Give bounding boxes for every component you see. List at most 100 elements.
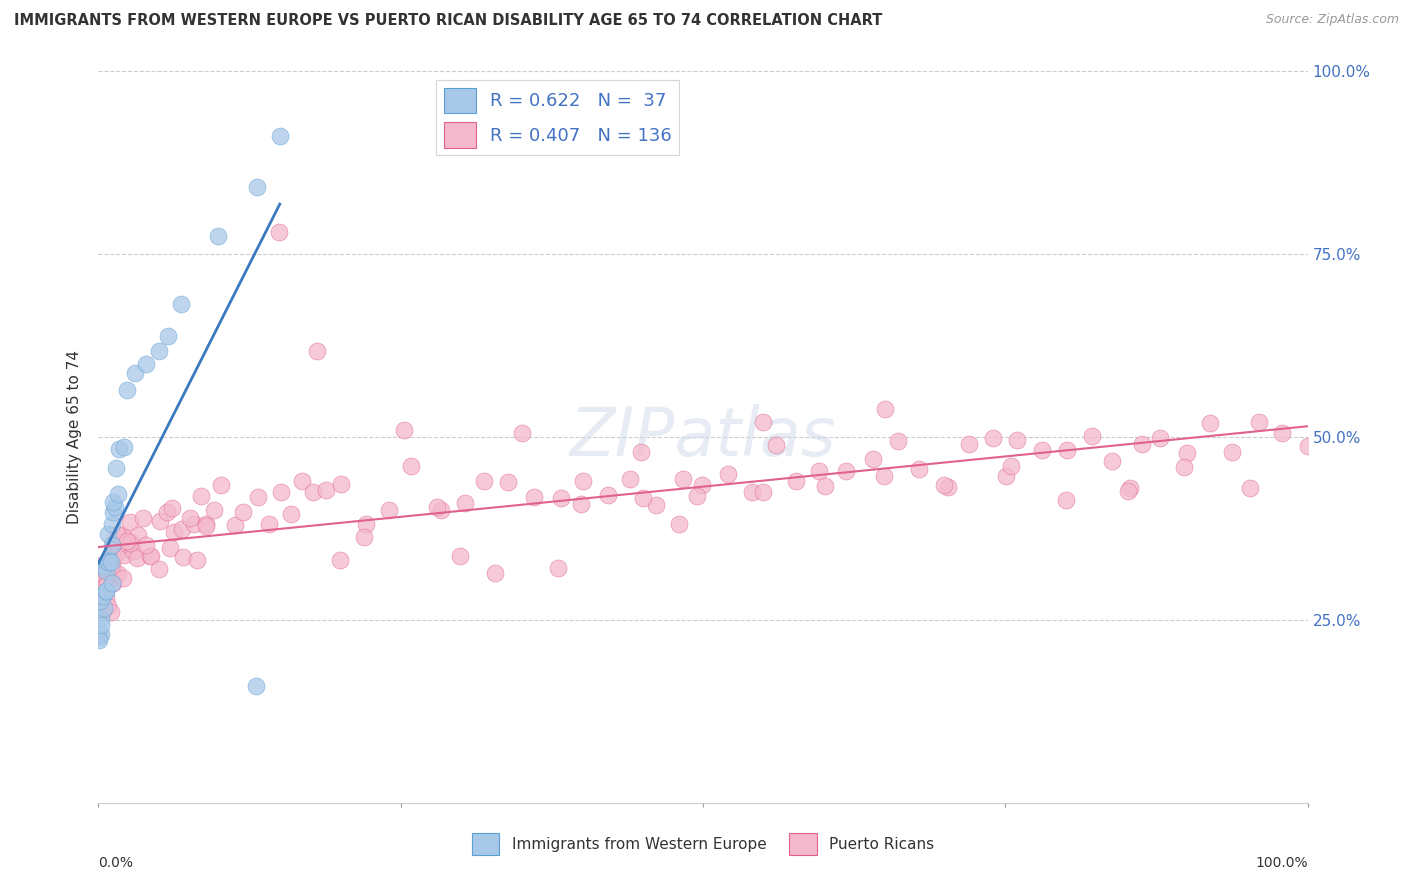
Point [814,478,837,492]
Point [572,474,595,488]
Point [1130,437,1153,451]
Point [1199,416,1222,430]
Point [183,516,205,531]
Point [246,490,269,504]
Point [101,549,124,564]
Point [752,485,775,500]
Point [101,505,124,519]
Point [87,630,110,644]
Point [103,567,125,582]
Point [378,503,401,517]
Point [101,495,124,509]
Point [101,564,124,578]
Point [160,501,183,516]
Point [834,464,856,478]
Point [100,605,122,619]
Point [994,469,1017,483]
Point [94,558,117,573]
Point [981,432,1004,446]
Text: 100.0%: 100.0% [1256,855,1308,870]
Point [496,475,519,489]
Point [179,511,201,525]
Point [107,487,129,501]
Point [139,549,162,563]
Point [741,484,763,499]
Point [190,490,212,504]
Point [692,478,714,492]
Point [94,572,117,586]
Point [90,626,112,640]
Point [512,426,534,441]
Point [94,575,117,590]
Point [1000,459,1022,474]
Point [87,574,110,588]
Point [90,618,112,632]
Point [630,445,652,459]
Point [132,511,155,525]
Point [90,611,112,625]
Point [97,563,120,577]
Point [330,476,353,491]
Point [932,478,955,492]
Point [353,530,375,544]
Point [90,558,112,572]
Point [124,366,146,380]
Point [785,474,807,488]
Point [149,514,172,528]
Point [101,538,124,552]
Point [112,548,135,562]
Point [127,527,149,541]
Point [121,544,143,558]
Point [232,505,254,519]
Point [170,297,193,311]
Point [202,503,225,517]
Point [101,536,124,550]
Point [100,517,122,532]
Point [454,496,477,510]
Point [401,458,423,473]
Point [1149,431,1171,445]
Point [936,480,959,494]
Point [569,498,592,512]
Point [96,566,118,581]
Point [94,564,117,578]
Point [257,516,280,531]
Point [280,507,302,521]
Point [91,584,114,599]
Point [117,536,139,550]
Point [148,344,170,359]
Text: IMMIGRANTS FROM WESTERN EUROPE VS PUERTO RICAN DISABILITY AGE 65 TO 74 CORRELATI: IMMIGRANTS FROM WESTERN EUROPE VS PUERTO… [14,13,883,29]
Point [484,566,506,580]
Legend: Immigrants from Western Europe, Puerto Ricans: Immigrants from Western Europe, Puerto R… [465,827,941,861]
Point [1054,493,1077,508]
Point [89,594,111,608]
Point [100,555,122,569]
Point [107,529,129,543]
Point [290,475,312,489]
Point [89,579,111,593]
Point [245,680,267,694]
Point [96,577,118,591]
Point [808,464,831,478]
Point [93,558,115,573]
Point [619,472,641,486]
Point [270,485,292,500]
Point [1031,442,1053,457]
Point [163,525,186,540]
Point [224,517,246,532]
Point [108,442,131,457]
Point [957,437,980,451]
Point [120,536,142,550]
Point [97,599,120,614]
Point [115,383,138,397]
Point [91,589,114,603]
Point [474,474,496,488]
Point [94,583,117,598]
Point [873,402,896,417]
Point [873,469,896,483]
Point [1271,426,1294,441]
Point [671,472,693,486]
Point [547,560,569,574]
Point [156,329,179,343]
Point [125,550,148,565]
